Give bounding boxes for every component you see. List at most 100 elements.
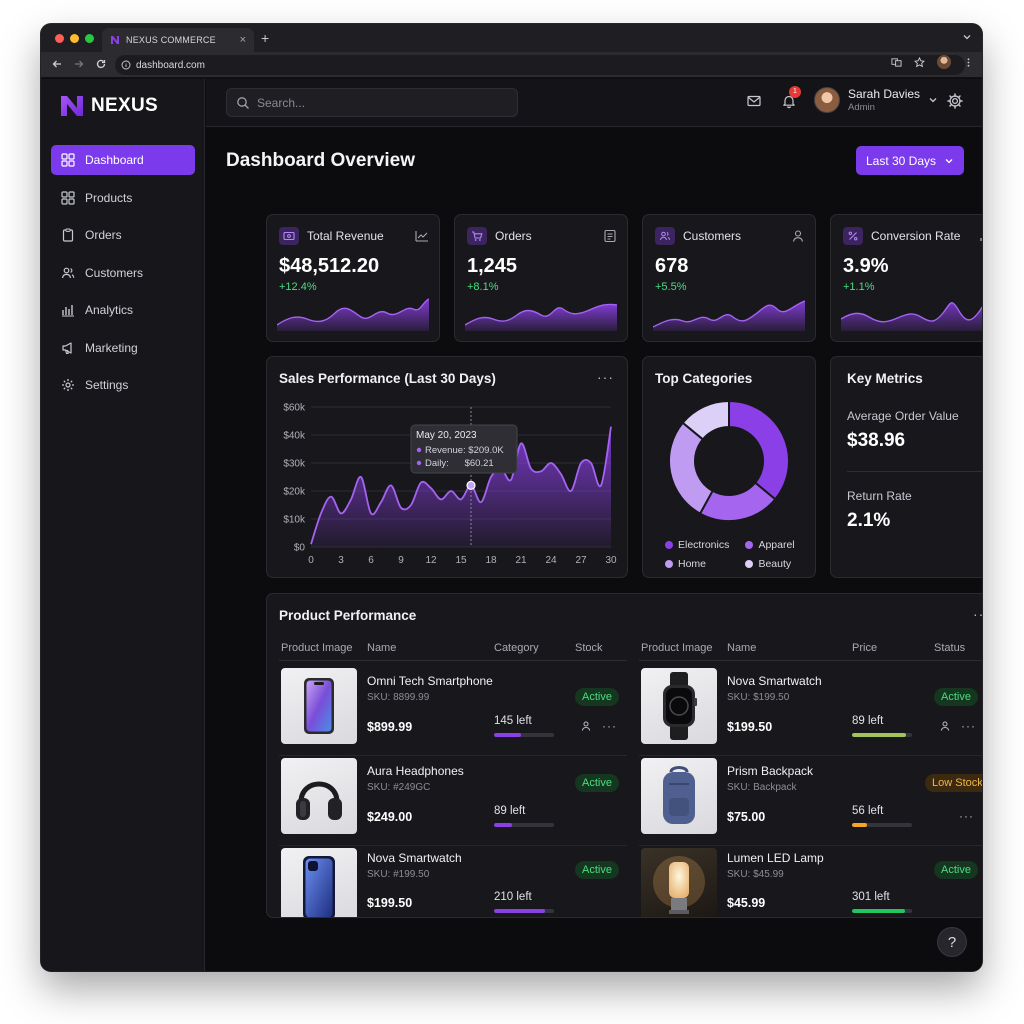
- tab-close-icon[interactable]: ×: [239, 34, 246, 46]
- sidebar-item-products[interactable]: Products: [51, 183, 195, 213]
- y-tick-label: $20k: [283, 487, 306, 498]
- column-header[interactable]: Name: [727, 642, 757, 654]
- product-price: $45.99: [727, 896, 766, 910]
- user-name: Sarah Davies: [848, 87, 921, 101]
- legend-item-home[interactable]: Home: [665, 558, 741, 570]
- user-icon[interactable]: [939, 720, 951, 732]
- legend-dot: [665, 541, 673, 549]
- products-grid-icon: [61, 190, 75, 205]
- legend-dot: [665, 560, 673, 568]
- sidebar-item-orders[interactable]: Orders: [51, 220, 195, 250]
- stat-label: Conversion Rate: [871, 229, 961, 243]
- sidebar-item-marketing[interactable]: Marketing: [51, 333, 195, 363]
- stock-count: 210 left: [494, 891, 532, 903]
- user-menu[interactable]: Sarah Davies Admin: [814, 87, 938, 113]
- column-header[interactable]: Product Image: [281, 642, 353, 654]
- sales-chart: $0 $10k $20k $30k $40k $60k 0 3 6 9 12 15 18 21 24 27 3…: [283, 403, 617, 567]
- new-tab-button[interactable]: +: [261, 30, 270, 46]
- table-row[interactable]: Omni Tech Smartphone SKU: 8899.99 $899.9…: [267, 664, 629, 754]
- user-icon[interactable]: [580, 720, 592, 732]
- kebab-menu-icon[interactable]: [963, 57, 974, 68]
- sidebar-item-settings[interactable]: Settings: [51, 370, 195, 400]
- tooltip-point[interactable]: [466, 480, 476, 490]
- y-tick-label: $30k: [283, 459, 306, 470]
- x-tick-label: 27: [575, 555, 587, 566]
- product-thumb-phone: [281, 668, 357, 744]
- table-row[interactable]: Lumen LED Lamp SKU: $45.99 $45.99 Active…: [627, 844, 982, 917]
- column-header[interactable]: Category: [494, 642, 539, 654]
- sidebar-item-dashboard[interactable]: Dashboard: [51, 145, 195, 175]
- stat-card-conversion[interactable]: Conversion Rate 3.9% +1.1%: [830, 214, 982, 342]
- column-header[interactable]: Name: [367, 642, 397, 654]
- chevron-down-icon: [929, 98, 937, 103]
- column-header[interactable]: Stock: [575, 642, 603, 654]
- more-options-icon[interactable]: ···: [973, 606, 982, 622]
- minimize-window-button[interactable]: [70, 34, 79, 43]
- more-options-icon[interactable]: ···: [959, 809, 974, 823]
- table-row[interactable]: Nova Smartwatch SKU: $199.50 $199.50 Act…: [627, 664, 982, 754]
- column-header[interactable]: Price: [852, 642, 878, 654]
- settings-gear-icon[interactable]: [946, 92, 964, 110]
- product-name: Nova Smartwatch: [727, 674, 822, 688]
- chart-title: Top Categories: [655, 371, 753, 386]
- chevron-down-icon[interactable]: [962, 32, 972, 42]
- close-window-button[interactable]: [55, 34, 64, 43]
- x-tick-label: 0: [308, 555, 314, 566]
- url-field[interactable]: dashboard.com: [115, 55, 965, 75]
- notifications-button[interactable]: 1: [781, 86, 801, 109]
- x-tick-label: 18: [485, 555, 497, 566]
- receipt-icon: [604, 229, 616, 243]
- help-button[interactable]: ?: [937, 927, 967, 957]
- table-row[interactable]: Prism Backpack SKU: Backpack $75.00 Low …: [627, 754, 982, 844]
- bookmark-star-icon[interactable]: [914, 56, 925, 68]
- forward-arrow-icon[interactable]: [73, 58, 85, 70]
- donut-slice-electronics[interactable]: [728, 399, 790, 501]
- search-box[interactable]: [226, 88, 518, 117]
- more-options-icon[interactable]: ···: [602, 719, 617, 733]
- cart-icon: [467, 227, 487, 245]
- sidebar-item-analytics[interactable]: Analytics: [51, 295, 195, 325]
- legend-item-electronics[interactable]: Electronics: [665, 539, 741, 551]
- column-header[interactable]: Product Image: [641, 642, 713, 654]
- product-name: Prism Backpack: [727, 764, 814, 778]
- stat-label: Customers: [683, 229, 742, 243]
- legend-label: Home: [678, 558, 707, 570]
- status-badge: Active: [575, 688, 619, 706]
- mail-icon[interactable]: [746, 93, 762, 109]
- reload-icon[interactable]: [95, 58, 107, 70]
- stat-label: Orders: [495, 229, 532, 243]
- donut-slice-beauty[interactable]: [681, 399, 730, 441]
- product-price: $899.99: [367, 720, 413, 734]
- product-thumb-lamp: [641, 848, 717, 917]
- legend-item-apparel[interactable]: Apparel: [745, 539, 795, 551]
- stock-bar: [494, 823, 554, 827]
- x-tick-label: 3: [338, 555, 344, 566]
- sales-line: [310, 426, 612, 545]
- profile-avatar[interactable]: [937, 55, 951, 69]
- table-row[interactable]: Aura Headphones SKU: #249GC $249.00 Acti…: [267, 754, 629, 844]
- translate-icon[interactable]: [891, 57, 902, 68]
- row-divider: [279, 845, 627, 846]
- brand[interactable]: NEXUS: [59, 94, 158, 118]
- stat-card-orders[interactable]: Orders 1,245 +8.1%: [454, 214, 628, 342]
- table-row[interactable]: Nova Smartwatch SKU: #199.50 $199.50 Act…: [267, 844, 629, 917]
- stat-card-revenue[interactable]: Total Revenue $48,512.20 +12.4%: [266, 214, 440, 342]
- maximize-window-button[interactable]: [85, 34, 94, 43]
- back-arrow-icon[interactable]: [51, 58, 63, 70]
- date-range-dropdown[interactable]: Last 30 Days: [856, 146, 964, 175]
- search-input[interactable]: [257, 95, 497, 110]
- legend-dot: [745, 560, 754, 568]
- stock-bar-fill: [852, 909, 905, 913]
- stat-value: 3.9%: [843, 255, 889, 277]
- product-name: Lumen LED Lamp: [727, 851, 824, 865]
- info-icon[interactable]: [121, 60, 131, 70]
- sidebar-item-customers[interactable]: Customers: [51, 258, 195, 288]
- more-options-icon[interactable]: ···: [961, 719, 976, 733]
- legend-item-beauty[interactable]: Beauty: [745, 558, 791, 570]
- stat-card-customers[interactable]: Customers 678 +5.5%: [642, 214, 816, 342]
- product-name: Omni Tech Smartphone: [367, 674, 493, 688]
- column-header[interactable]: Status: [934, 642, 966, 654]
- status-badge: Active: [575, 861, 619, 879]
- more-options-icon[interactable]: ···: [597, 369, 614, 385]
- browser-tab[interactable]: NEXUS COMMERCE ×: [102, 28, 254, 52]
